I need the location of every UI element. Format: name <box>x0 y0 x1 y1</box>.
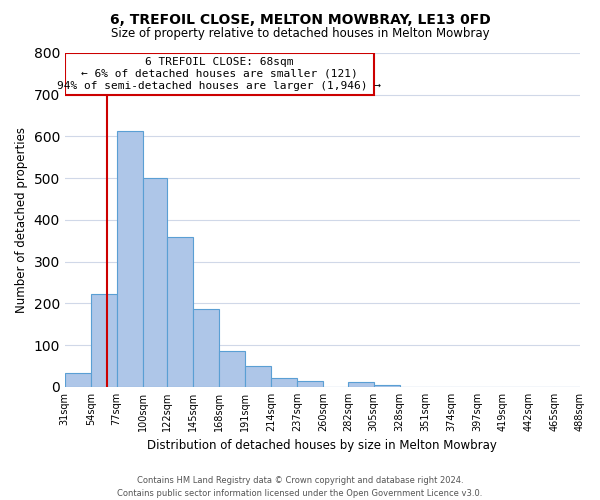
Bar <box>245 366 271 387</box>
Bar <box>374 385 400 387</box>
Text: 6 TREFOIL CLOSE: 68sqm: 6 TREFOIL CLOSE: 68sqm <box>145 57 293 67</box>
X-axis label: Distribution of detached houses by size in Melton Mowbray: Distribution of detached houses by size … <box>148 440 497 452</box>
Text: Contains HM Land Registry data © Crown copyright and database right 2024.
Contai: Contains HM Land Registry data © Crown c… <box>118 476 482 498</box>
Bar <box>91 294 116 387</box>
Bar <box>297 381 323 387</box>
Bar <box>167 238 193 387</box>
Bar <box>193 309 219 387</box>
Text: 94% of semi-detached houses are larger (1,946) →: 94% of semi-detached houses are larger (… <box>57 80 381 90</box>
Bar <box>65 53 374 94</box>
Text: 6, TREFOIL CLOSE, MELTON MOWBRAY, LE13 0FD: 6, TREFOIL CLOSE, MELTON MOWBRAY, LE13 0… <box>110 12 490 26</box>
Bar <box>143 178 167 387</box>
Bar <box>219 350 245 387</box>
Bar <box>271 378 297 387</box>
Bar <box>348 382 374 387</box>
Y-axis label: Number of detached properties: Number of detached properties <box>15 127 28 313</box>
Bar <box>116 130 143 387</box>
Text: ← 6% of detached houses are smaller (121): ← 6% of detached houses are smaller (121… <box>81 69 358 79</box>
Bar <box>65 373 91 387</box>
Text: Size of property relative to detached houses in Melton Mowbray: Size of property relative to detached ho… <box>110 28 490 40</box>
